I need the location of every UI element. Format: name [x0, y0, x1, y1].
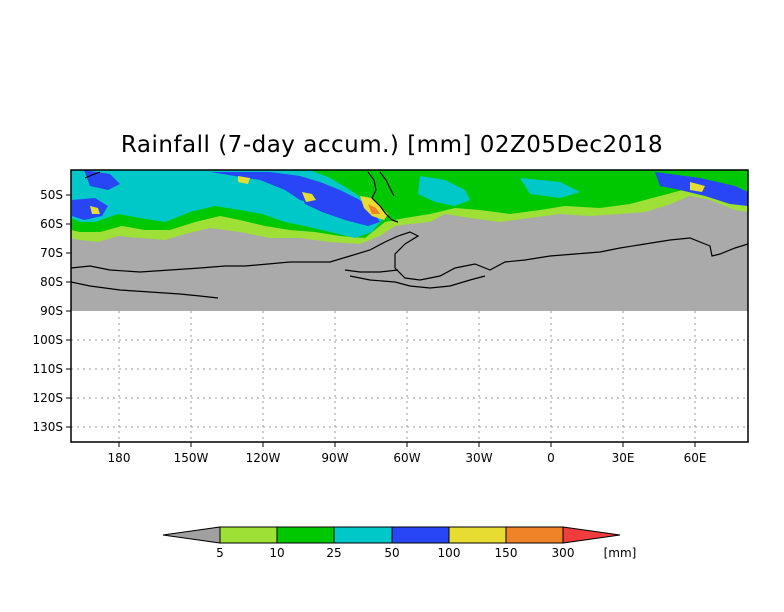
lon-label: 90W	[321, 451, 348, 465]
lat-label: 60S	[40, 217, 63, 231]
antarctic-coastline	[71, 231, 748, 281]
legend-label: 5	[216, 546, 224, 560]
lon-label: 30E	[612, 451, 635, 465]
legend-labels: 5 10 25 50 100 150 300 [mm]	[216, 546, 636, 560]
legend-box-10-25	[276, 526, 335, 544]
lat-ticks	[66, 194, 71, 428]
lon-labels: 180 150W 120W 90W 60W 30W 0 30E 60E	[108, 451, 707, 465]
lon-ticks	[118, 442, 696, 447]
graticule	[71, 311, 748, 442]
rainfall-field	[71, 170, 748, 244]
legend-label: 25	[326, 546, 341, 560]
lat-label: 130S	[32, 420, 63, 434]
map-frame	[70, 169, 749, 443]
coastlines	[71, 171, 748, 299]
lon-label: 180	[108, 451, 131, 465]
lat-label: 100S	[32, 333, 63, 347]
ross-ice-shelf	[71, 281, 219, 299]
south-america-tip	[367, 171, 399, 223]
lat-labels: 50S 60S 70S 80S 90S 100S 110S 120S 130S	[32, 188, 63, 434]
legend-lower-arrow	[162, 526, 221, 544]
legend-box-50-100	[391, 526, 450, 544]
new-zealand	[84, 171, 101, 179]
legend-label: 100	[438, 546, 461, 560]
legend-label: 50	[384, 546, 399, 560]
lat-label: 50S	[40, 188, 63, 202]
lat-label: 120S	[32, 391, 63, 405]
lon-label: 120W	[246, 451, 281, 465]
color-legend	[162, 526, 621, 544]
legend-unit: [mm]	[604, 546, 637, 560]
lon-label: 60W	[393, 451, 420, 465]
weddell-coast	[344, 269, 486, 289]
lat-label: 90S	[40, 304, 63, 318]
lon-label: 60E	[684, 451, 707, 465]
lat-label: 110S	[32, 362, 63, 376]
map-title: Rainfall (7-day accum.) [mm] 02Z05Dec201…	[120, 132, 664, 158]
lon-label: 30W	[465, 451, 492, 465]
legend-label: 150	[495, 546, 518, 560]
lon-label: 0	[547, 451, 555, 465]
legend-box-150-300	[505, 526, 564, 544]
legend-box-100-150	[448, 526, 507, 544]
legend-box-5-10	[219, 526, 278, 544]
legend-label: 10	[269, 546, 284, 560]
lat-label: 80S	[40, 275, 63, 289]
rainfall-map	[71, 170, 748, 311]
legend-label: 300	[552, 546, 575, 560]
legend-box-25-50	[333, 526, 393, 544]
legend-upper-arrow	[562, 526, 621, 544]
lon-label: 150W	[174, 451, 209, 465]
lat-label: 70S	[40, 246, 63, 260]
